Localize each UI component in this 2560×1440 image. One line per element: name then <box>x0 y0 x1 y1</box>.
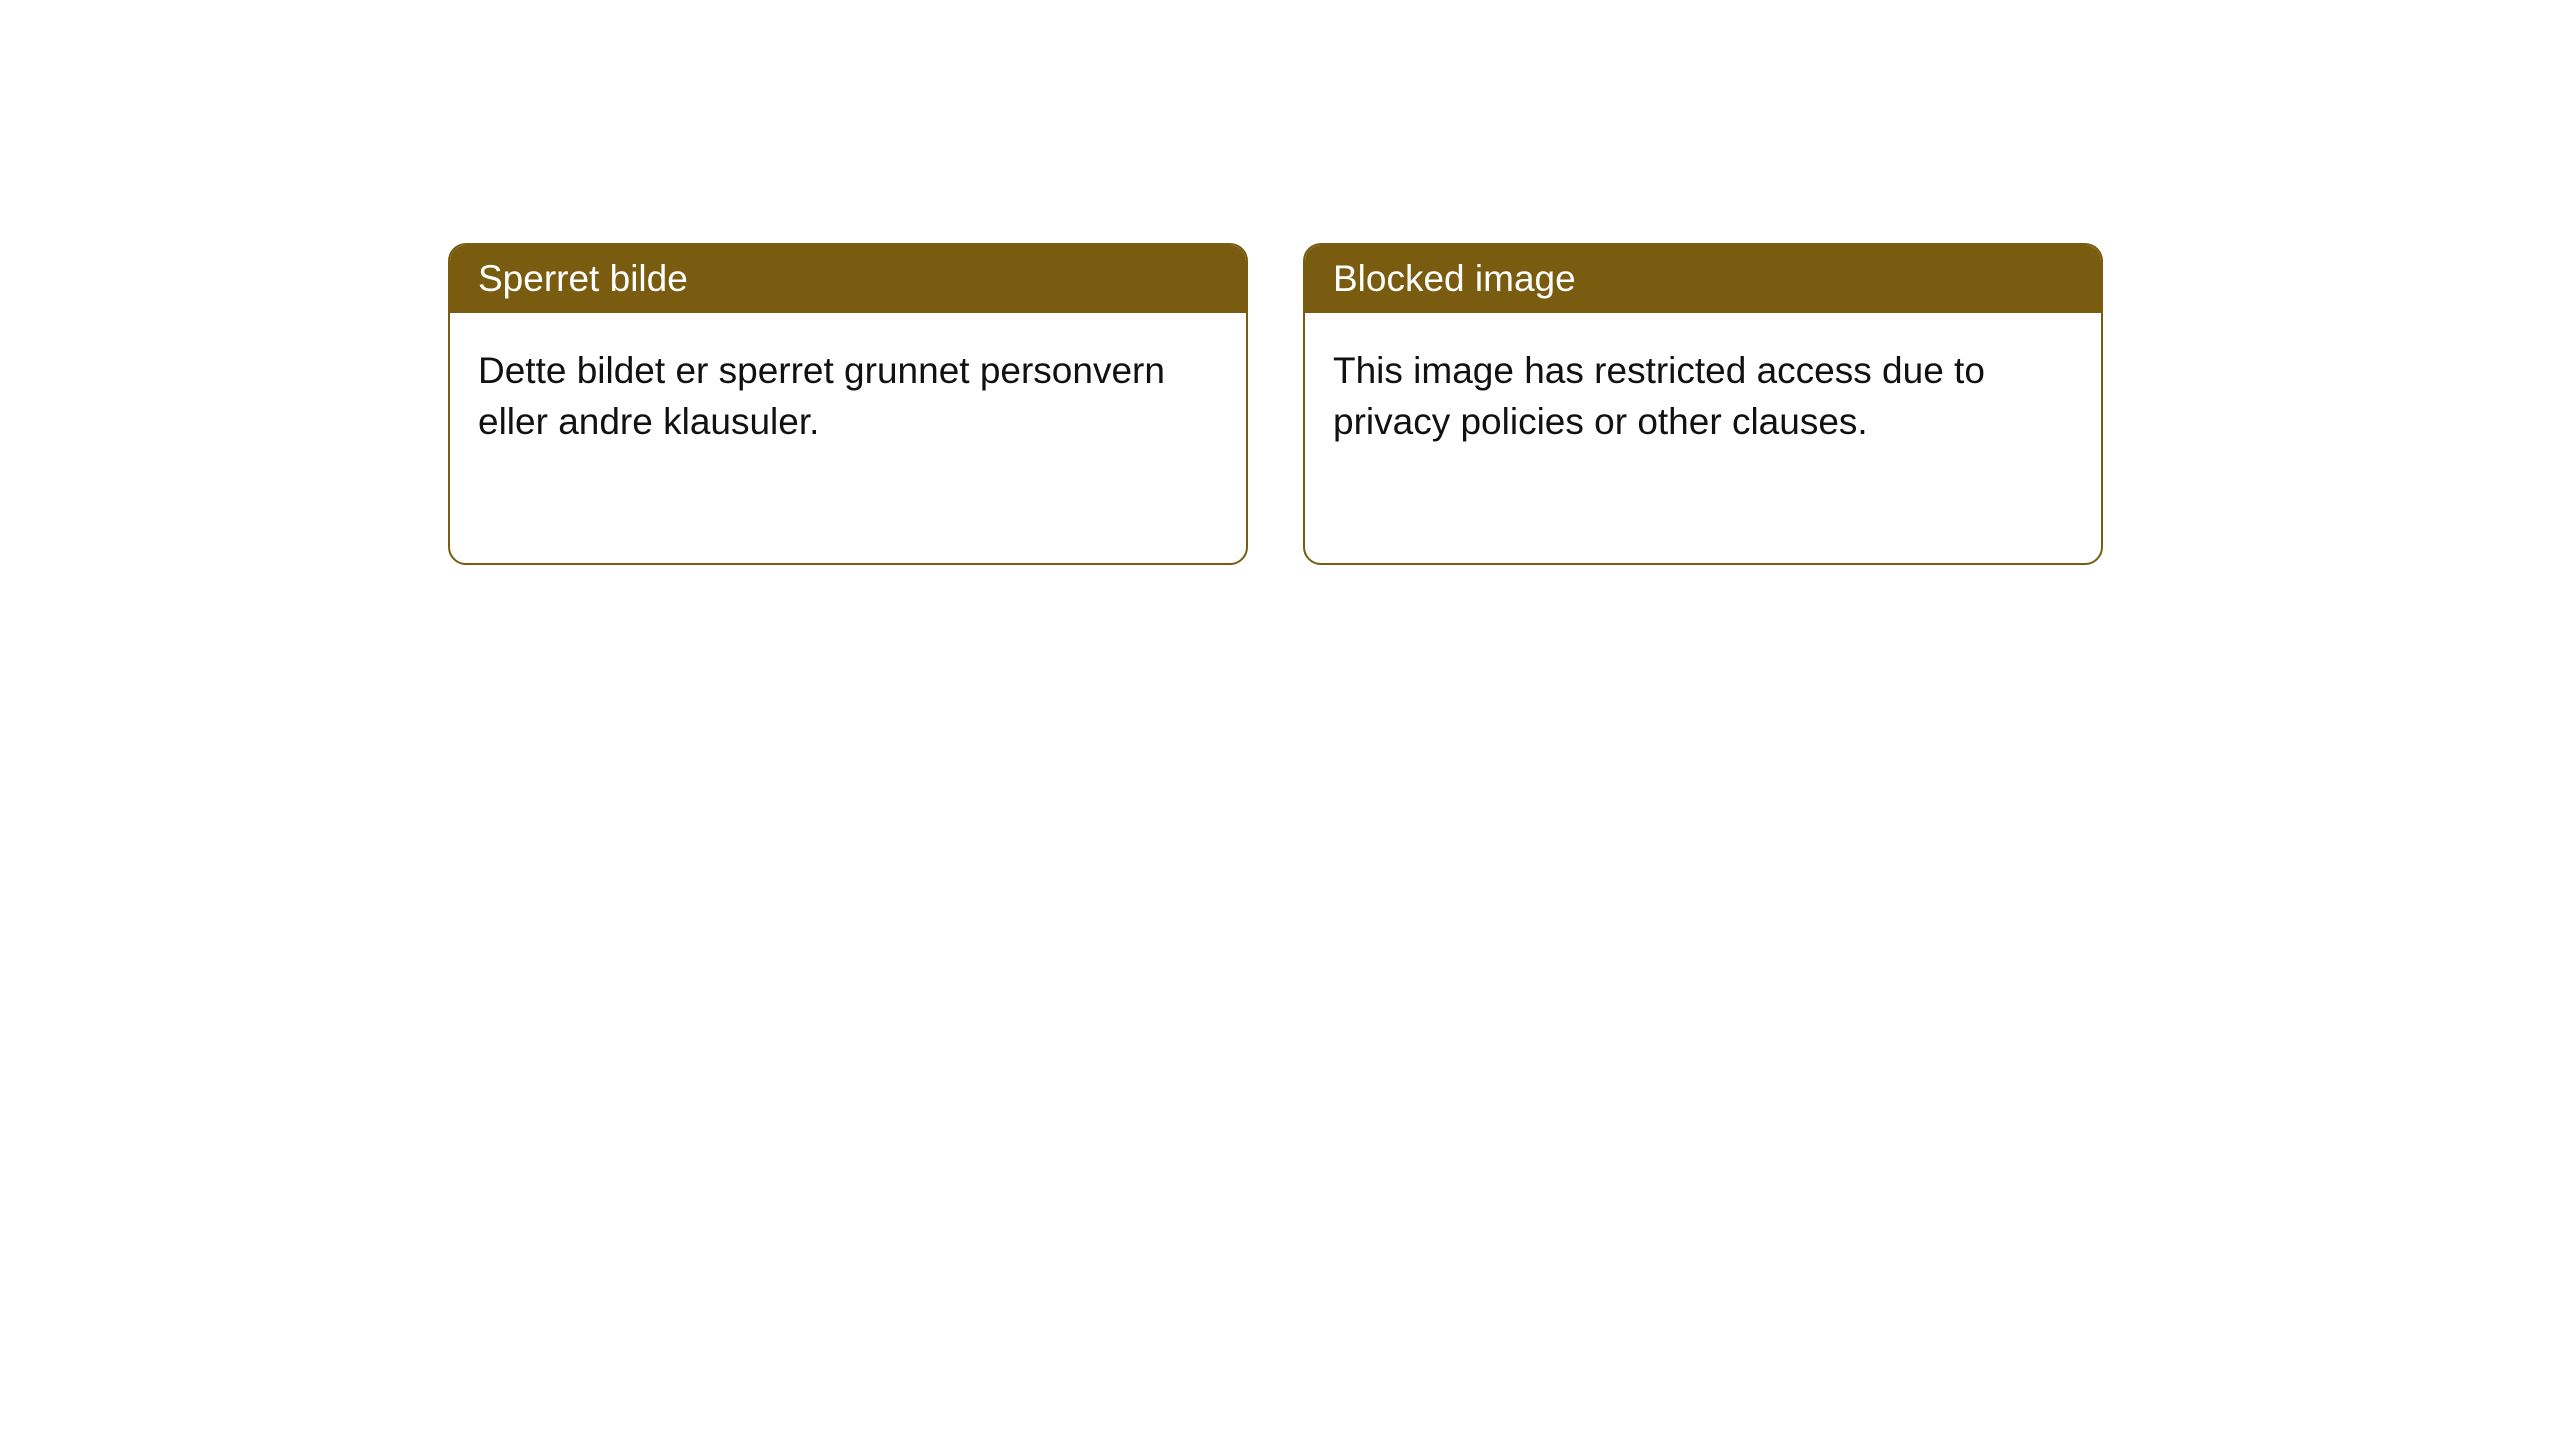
notice-body-english: This image has restricted access due to … <box>1305 313 2101 563</box>
notice-box-english: Blocked image This image has restricted … <box>1303 243 2103 565</box>
notices-row: Sperret bilde Dette bildet er sperret gr… <box>448 243 2103 565</box>
notice-title-english: Blocked image <box>1305 245 2101 313</box>
notice-box-norwegian: Sperret bilde Dette bildet er sperret gr… <box>448 243 1248 565</box>
notice-title-norwegian: Sperret bilde <box>450 245 1246 313</box>
notice-body-norwegian: Dette bildet er sperret grunnet personve… <box>450 313 1246 563</box>
